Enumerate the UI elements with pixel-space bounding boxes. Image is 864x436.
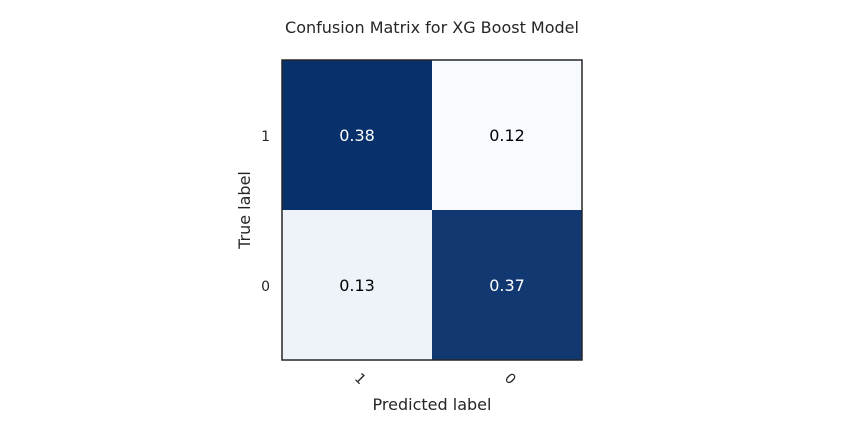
y-tick-labels: 10 [261, 129, 270, 295]
y-axis-label: True label [235, 171, 254, 250]
cell-value-label: 0.37 [489, 276, 525, 295]
cell-value-label: 0.38 [339, 126, 375, 145]
y-tick-label: 0 [261, 279, 270, 295]
x-tick-label: 0 [501, 370, 519, 388]
x-tick-label: 1 [351, 370, 369, 388]
heatmap-cell [282, 210, 432, 360]
cell-value-label: 0.12 [489, 126, 525, 145]
plot-frame [281, 59, 583, 361]
y-tick-label: 1 [261, 129, 270, 145]
heatmap-cells [282, 60, 582, 360]
heatmap-cell [432, 210, 582, 360]
chart-title: Confusion Matrix for XG Boost Model [285, 18, 579, 37]
heatmap-cell-labels: 0.38 0.12 0.13 0.37 [339, 126, 525, 295]
heatmap-cell [282, 60, 432, 210]
x-axis-label: Predicted label [373, 395, 492, 414]
cell-value-label: 0.13 [339, 276, 375, 295]
heatmap-cell [432, 60, 582, 210]
